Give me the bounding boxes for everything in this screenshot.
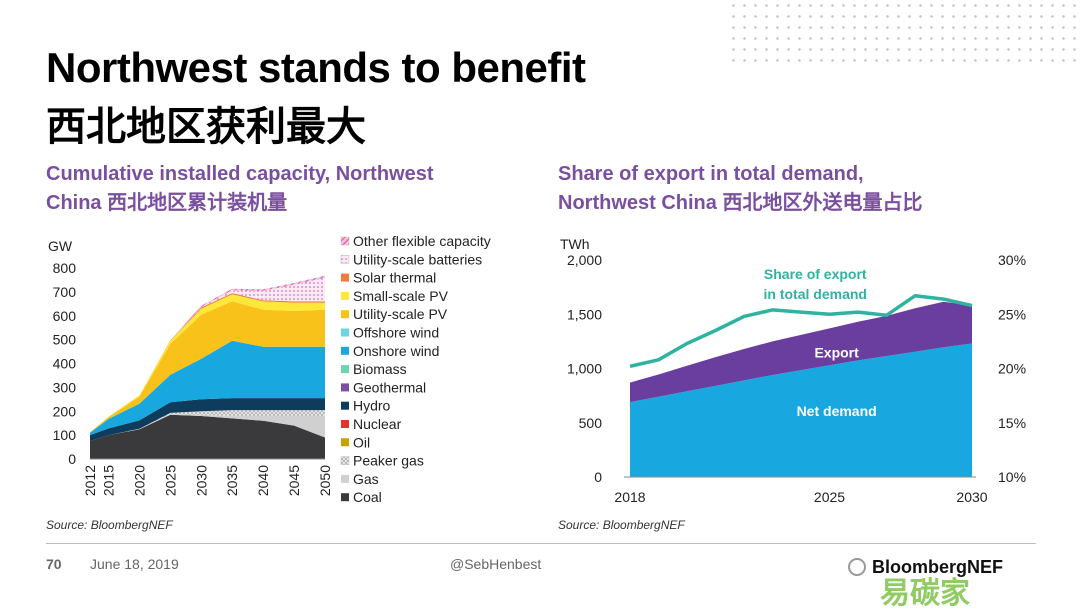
right-y-tick-1500: 1,500 [567,306,602,322]
right-chart-title-line-2: Northwest China 西北地区外送电量占比 [558,192,923,214]
left-x-tick-2015: 2015 [101,465,117,496]
legend-swatch-geothermal [341,383,349,392]
page-title-chinese: 西北地区获利最大 [46,105,366,149]
legend-label-gas: Gas [353,471,379,487]
right-y2-tick-20: 20% [998,361,1026,377]
legend-label-onshore-wind: Onshore wind [353,343,439,359]
left-y-tick-300: 300 [53,379,77,395]
legend-swatch-hydro [341,401,349,410]
left-y-tick-500: 500 [53,332,77,348]
area-export [630,301,972,403]
right-y-tick-500: 500 [579,415,603,431]
right-y2-tick-10: 10% [998,469,1026,485]
area-net-demand [630,343,972,477]
legend-label-other-flexible-capacity: Other flexible capacity [353,233,491,249]
watermark: 易碳家 [880,577,970,610]
left-y-tick-800: 800 [53,260,77,276]
area-small-scale-pv [90,294,325,433]
legend-swatch-utility-scale-batteries [340,255,350,264]
left-chart-title: Cumulative installed capacity, Northwest… [46,160,434,218]
legend-label-oil: Oil [353,434,370,450]
left-x-tick-2040: 2040 [255,465,271,496]
wechat-icon [848,558,866,576]
right-y2-tick-25: 25% [998,306,1026,322]
left-x-tick-2045: 2045 [286,465,302,496]
left-x-tick-2030: 2030 [193,465,209,496]
export-share-chart: TWh 0 500 1,000 1,500 2,000 10% 15% 20% 25% 30% 201… [560,236,1026,505]
legend-label-utility-scale-batteries: Utility-scale batteries [353,251,482,267]
area-coal [90,414,325,459]
legend-label-peaker-gas: Peaker gas [353,453,424,469]
label-export: Export [814,345,859,361]
left-y-tick-200: 200 [53,403,77,419]
label-share-line-1: Share of export [764,266,867,282]
label-share-line-2: in total demand [764,286,867,302]
right-x-tick-2025: 2025 [814,489,845,505]
right-chart-source: Source: BloombergNEF [558,518,685,532]
legend-swatch-offshore-wind [341,328,349,337]
left-y-tick-100: 100 [53,427,77,443]
legend-label-hydro: Hydro [353,398,391,414]
area-onshore-wind [90,340,325,436]
left-x-tick-2025: 2025 [162,465,178,496]
legend-swatch-onshore-wind [341,346,349,355]
bloombergnef-logo: BloombergNEF [848,552,1036,582]
left-y-tick-400: 400 [53,356,77,372]
decorative-dot-grid [728,0,1080,64]
left-x-tick-2050: 2050 [317,465,333,496]
left-x-tick-2035: 2035 [224,465,240,496]
footer-date: June 18, 2019 [90,556,179,572]
legend-swatch-gas [341,474,349,483]
left-y-tick-600: 600 [53,308,77,324]
capacity-area-chart: GW 0 100 200 300 400 500 600 700 800 2012 2015 2020 2… [48,233,491,505]
line-share-of-export [629,294,973,369]
right-x-tick-2018: 2018 [614,489,645,505]
right-y-tick-2000: 2,000 [567,252,602,268]
legend-label-small-scale-pv: Small-scale PV [353,288,449,304]
left-x-tick-2020: 2020 [131,465,147,496]
legend-swatch-oil [341,438,349,447]
legend-swatch-coal [341,493,349,502]
legend-label-solar-thermal: Solar thermal [353,270,436,286]
footer-divider [46,543,1036,544]
right-y-axis-label: TWh [560,236,590,252]
right-x-tick-2030: 2030 [956,489,987,505]
footer-handle: @SebHenbest [450,556,542,572]
left-chart-title-line-2: China 西北地区累计装机量 [46,192,288,214]
area-utility-scale-batteries [90,277,325,433]
legend-label-geothermal: Geothermal [353,379,426,395]
area-hydro [90,398,325,442]
page-number: 70 [46,556,62,572]
legend-label-offshore-wind: Offshore wind [353,325,439,341]
legend-swatch-biomass [341,365,349,374]
left-chart-title-line-1: Cumulative installed capacity, Northwest [46,163,434,185]
legend-label-coal: Coal [353,489,382,505]
right-y2-tick-15: 15% [998,415,1026,431]
area-gas [90,414,325,442]
legend-swatch-small-scale-pv [341,291,349,300]
legend-swatch-peaker-gas [340,456,350,465]
legend-label-nuclear: Nuclear [353,416,402,432]
page-title: Northwest stands to benefit [46,44,586,91]
logo-text: BloombergNEF [872,556,1004,577]
legend-swatch-solar-thermal [341,273,349,282]
left-y-axis-label: GW [48,238,73,254]
right-chart-title: Share of export in total demand, Northwe… [558,160,922,218]
area-utility-scale-pv [90,301,325,433]
legend-swatch-utility-scale-pv [341,310,349,319]
legend-swatch-other-flexible-capacity [340,236,350,246]
right-y-tick-0: 0 [594,469,602,485]
legend-swatch-nuclear [341,420,349,428]
left-y-tick-700: 700 [53,284,77,300]
left-y-tick-0: 0 [68,451,76,467]
left-chart-source: Source: BloombergNEF [46,518,173,532]
area-peaker-gas [90,410,325,442]
left-x-tick-2012: 2012 [82,465,98,496]
legend-label-utility-scale-pv: Utility-scale PV [353,306,448,322]
right-y-tick-1000: 1,000 [567,361,602,377]
legend-label-biomass: Biomass [353,361,407,377]
right-y2-tick-30: 30% [998,252,1026,268]
right-chart-title-line-1: Share of export in total demand, [558,163,864,185]
label-net-demand: Net demand [797,403,877,419]
